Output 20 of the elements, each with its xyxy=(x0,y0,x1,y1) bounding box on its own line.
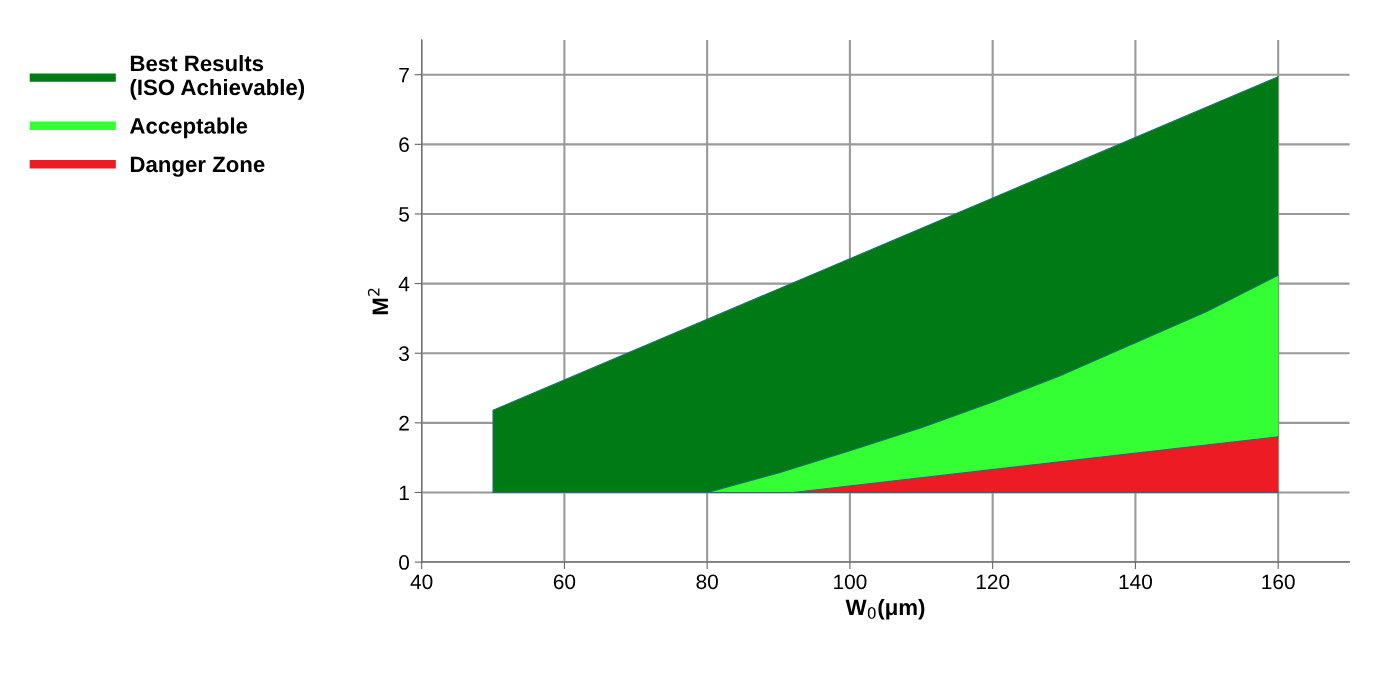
x-tick-label: 40 xyxy=(410,574,433,590)
x-axis-title: W$_{0}$(μm) xyxy=(845,598,925,620)
legend-label: Acceptable xyxy=(129,117,248,139)
y-axis-title: M$^{2}$ xyxy=(367,288,388,315)
legend-label: Danger Zone xyxy=(130,156,265,177)
x-tick-label: 80 xyxy=(696,574,718,590)
y-tick-label: 2 xyxy=(399,415,409,431)
x-tick-label: 120 xyxy=(976,574,1010,590)
x-tick-label: 60 xyxy=(553,574,576,590)
y-tick-label: 7 xyxy=(399,67,409,83)
y-tick-label: 6 xyxy=(399,137,409,153)
x-tick-label: 140 xyxy=(1119,574,1152,590)
x-tick-label: 100 xyxy=(834,574,867,590)
y-tick-label: 4 xyxy=(398,276,410,292)
x-tick-label: 160 xyxy=(1262,574,1295,590)
y-tick-label: 3 xyxy=(399,346,409,361)
y-tick-label: 0 xyxy=(399,555,410,570)
y-tick-label: 5 xyxy=(399,207,409,222)
legend-label: Best Results (ISO Achievable) xyxy=(130,55,305,100)
y-tick-label: 1 xyxy=(399,485,409,501)
